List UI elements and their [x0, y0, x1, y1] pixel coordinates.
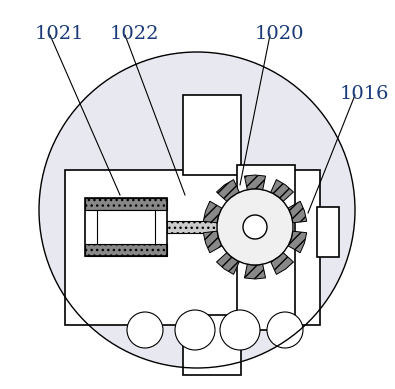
Polygon shape [203, 231, 222, 253]
Polygon shape [288, 201, 307, 223]
Bar [183, 315, 241, 375]
Polygon shape [216, 180, 239, 202]
Text: 1016: 1016 [340, 85, 389, 103]
Bar [183, 95, 241, 175]
Circle shape [267, 312, 303, 348]
Circle shape [127, 312, 163, 348]
Polygon shape [271, 180, 293, 202]
Circle shape [175, 310, 215, 350]
Polygon shape [216, 252, 239, 274]
Text: 1022: 1022 [110, 25, 160, 43]
Bar [237, 165, 295, 330]
Bar [85, 244, 167, 256]
Polygon shape [245, 264, 265, 279]
Bar [317, 207, 339, 257]
Polygon shape [271, 252, 293, 274]
Bar [65, 170, 320, 325]
Bar [97, 210, 155, 244]
Circle shape [217, 189, 293, 265]
Text: 1021: 1021 [35, 25, 85, 43]
Text: 1020: 1020 [255, 25, 305, 43]
Circle shape [243, 215, 267, 239]
Polygon shape [288, 231, 307, 253]
Bar [85, 198, 167, 256]
Polygon shape [245, 175, 265, 190]
Circle shape [39, 52, 355, 368]
Bar [85, 198, 167, 210]
Circle shape [220, 310, 260, 350]
Polygon shape [203, 201, 222, 223]
Bar [167, 221, 219, 233]
